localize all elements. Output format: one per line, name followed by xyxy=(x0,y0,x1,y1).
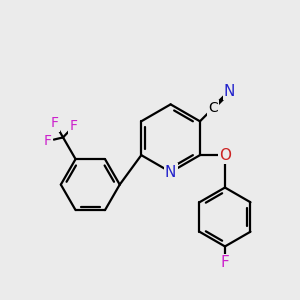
Text: F: F xyxy=(44,134,52,148)
Text: O: O xyxy=(219,148,231,163)
Text: N: N xyxy=(224,84,235,99)
Text: C: C xyxy=(208,101,218,115)
Text: F: F xyxy=(70,119,78,133)
Text: N: N xyxy=(165,165,176,180)
Text: F: F xyxy=(51,116,59,130)
Text: F: F xyxy=(220,255,229,270)
